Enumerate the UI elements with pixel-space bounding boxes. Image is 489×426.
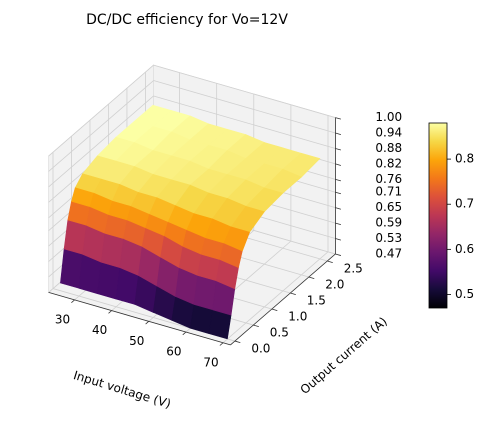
tick-mark [335, 207, 341, 210]
tick-mark [253, 324, 259, 328]
z-tick-label: 0.88 [375, 141, 402, 155]
y-axis-label: Output current (A) [297, 314, 389, 397]
tick-mark [335, 132, 341, 135]
x-tick-label: 50 [129, 334, 144, 348]
tick-mark [108, 310, 112, 314]
x-tick-label: 30 [55, 312, 70, 326]
chart-title: DC/DC efficiency for Vo=12V [86, 12, 288, 28]
tick-mark [327, 260, 333, 263]
tick-mark [182, 331, 187, 336]
colorbar [428, 122, 448, 309]
tick-mark [335, 253, 341, 256]
surface-patch [219, 243, 243, 269]
z-tick-label: 0.47 [375, 246, 402, 260]
z-tick-label: 0.65 [375, 200, 402, 214]
z-tick-label: 1.00 [375, 110, 402, 124]
tick-mark [145, 321, 150, 325]
tick-mark [335, 238, 341, 241]
grid-line [153, 80, 336, 134]
tick-mark [234, 340, 241, 344]
y-tick-label: 2.0 [325, 278, 344, 292]
x-tick-label: 40 [92, 323, 107, 337]
z-tick-label: 0.59 [375, 216, 402, 230]
tick-mark [71, 299, 75, 303]
tick-mark [335, 191, 341, 195]
axis-line [230, 253, 336, 346]
colorbar-tick-label: 0.7 [455, 197, 474, 211]
z-tick-label: 0.71 [375, 185, 402, 199]
z-tick-label: 0.82 [375, 156, 402, 170]
grid-line [153, 64, 336, 118]
grid-line [48, 95, 154, 188]
tick-mark [290, 292, 296, 296]
y-tick-label: 2.5 [344, 262, 363, 276]
colorbar-tick-label: 0.6 [455, 242, 474, 256]
y-tick-label: 0.0 [251, 342, 270, 356]
y-tick-label: 1.5 [307, 294, 326, 308]
tick-mark [335, 178, 341, 182]
tick-mark [271, 308, 278, 312]
colorbar-tick-label: 0.8 [455, 152, 474, 166]
tick-mark [219, 342, 224, 346]
grid-line [48, 80, 154, 172]
y-tick-label: 0.5 [270, 326, 289, 340]
y-tick-label: 1.0 [288, 310, 307, 324]
z-tick-label: 0.53 [375, 231, 402, 245]
tick-mark [335, 148, 341, 151]
tick-mark [335, 163, 341, 166]
z-tick-label: 0.76 [375, 172, 402, 186]
x-tick-label: 70 [203, 355, 218, 369]
grid-line [48, 64, 154, 157]
x-axis-label: Input voltage (V) [72, 368, 173, 411]
tick-mark [335, 222, 341, 226]
grid-line [153, 95, 336, 149]
x-tick-label: 60 [166, 345, 181, 359]
tick-mark [308, 276, 315, 279]
axis-line [48, 292, 231, 346]
colorbar-tick-label: 0.5 [455, 287, 474, 301]
z-tick-label: 0.94 [375, 126, 402, 140]
tick-mark [335, 117, 341, 120]
grid-line [222, 251, 329, 344]
